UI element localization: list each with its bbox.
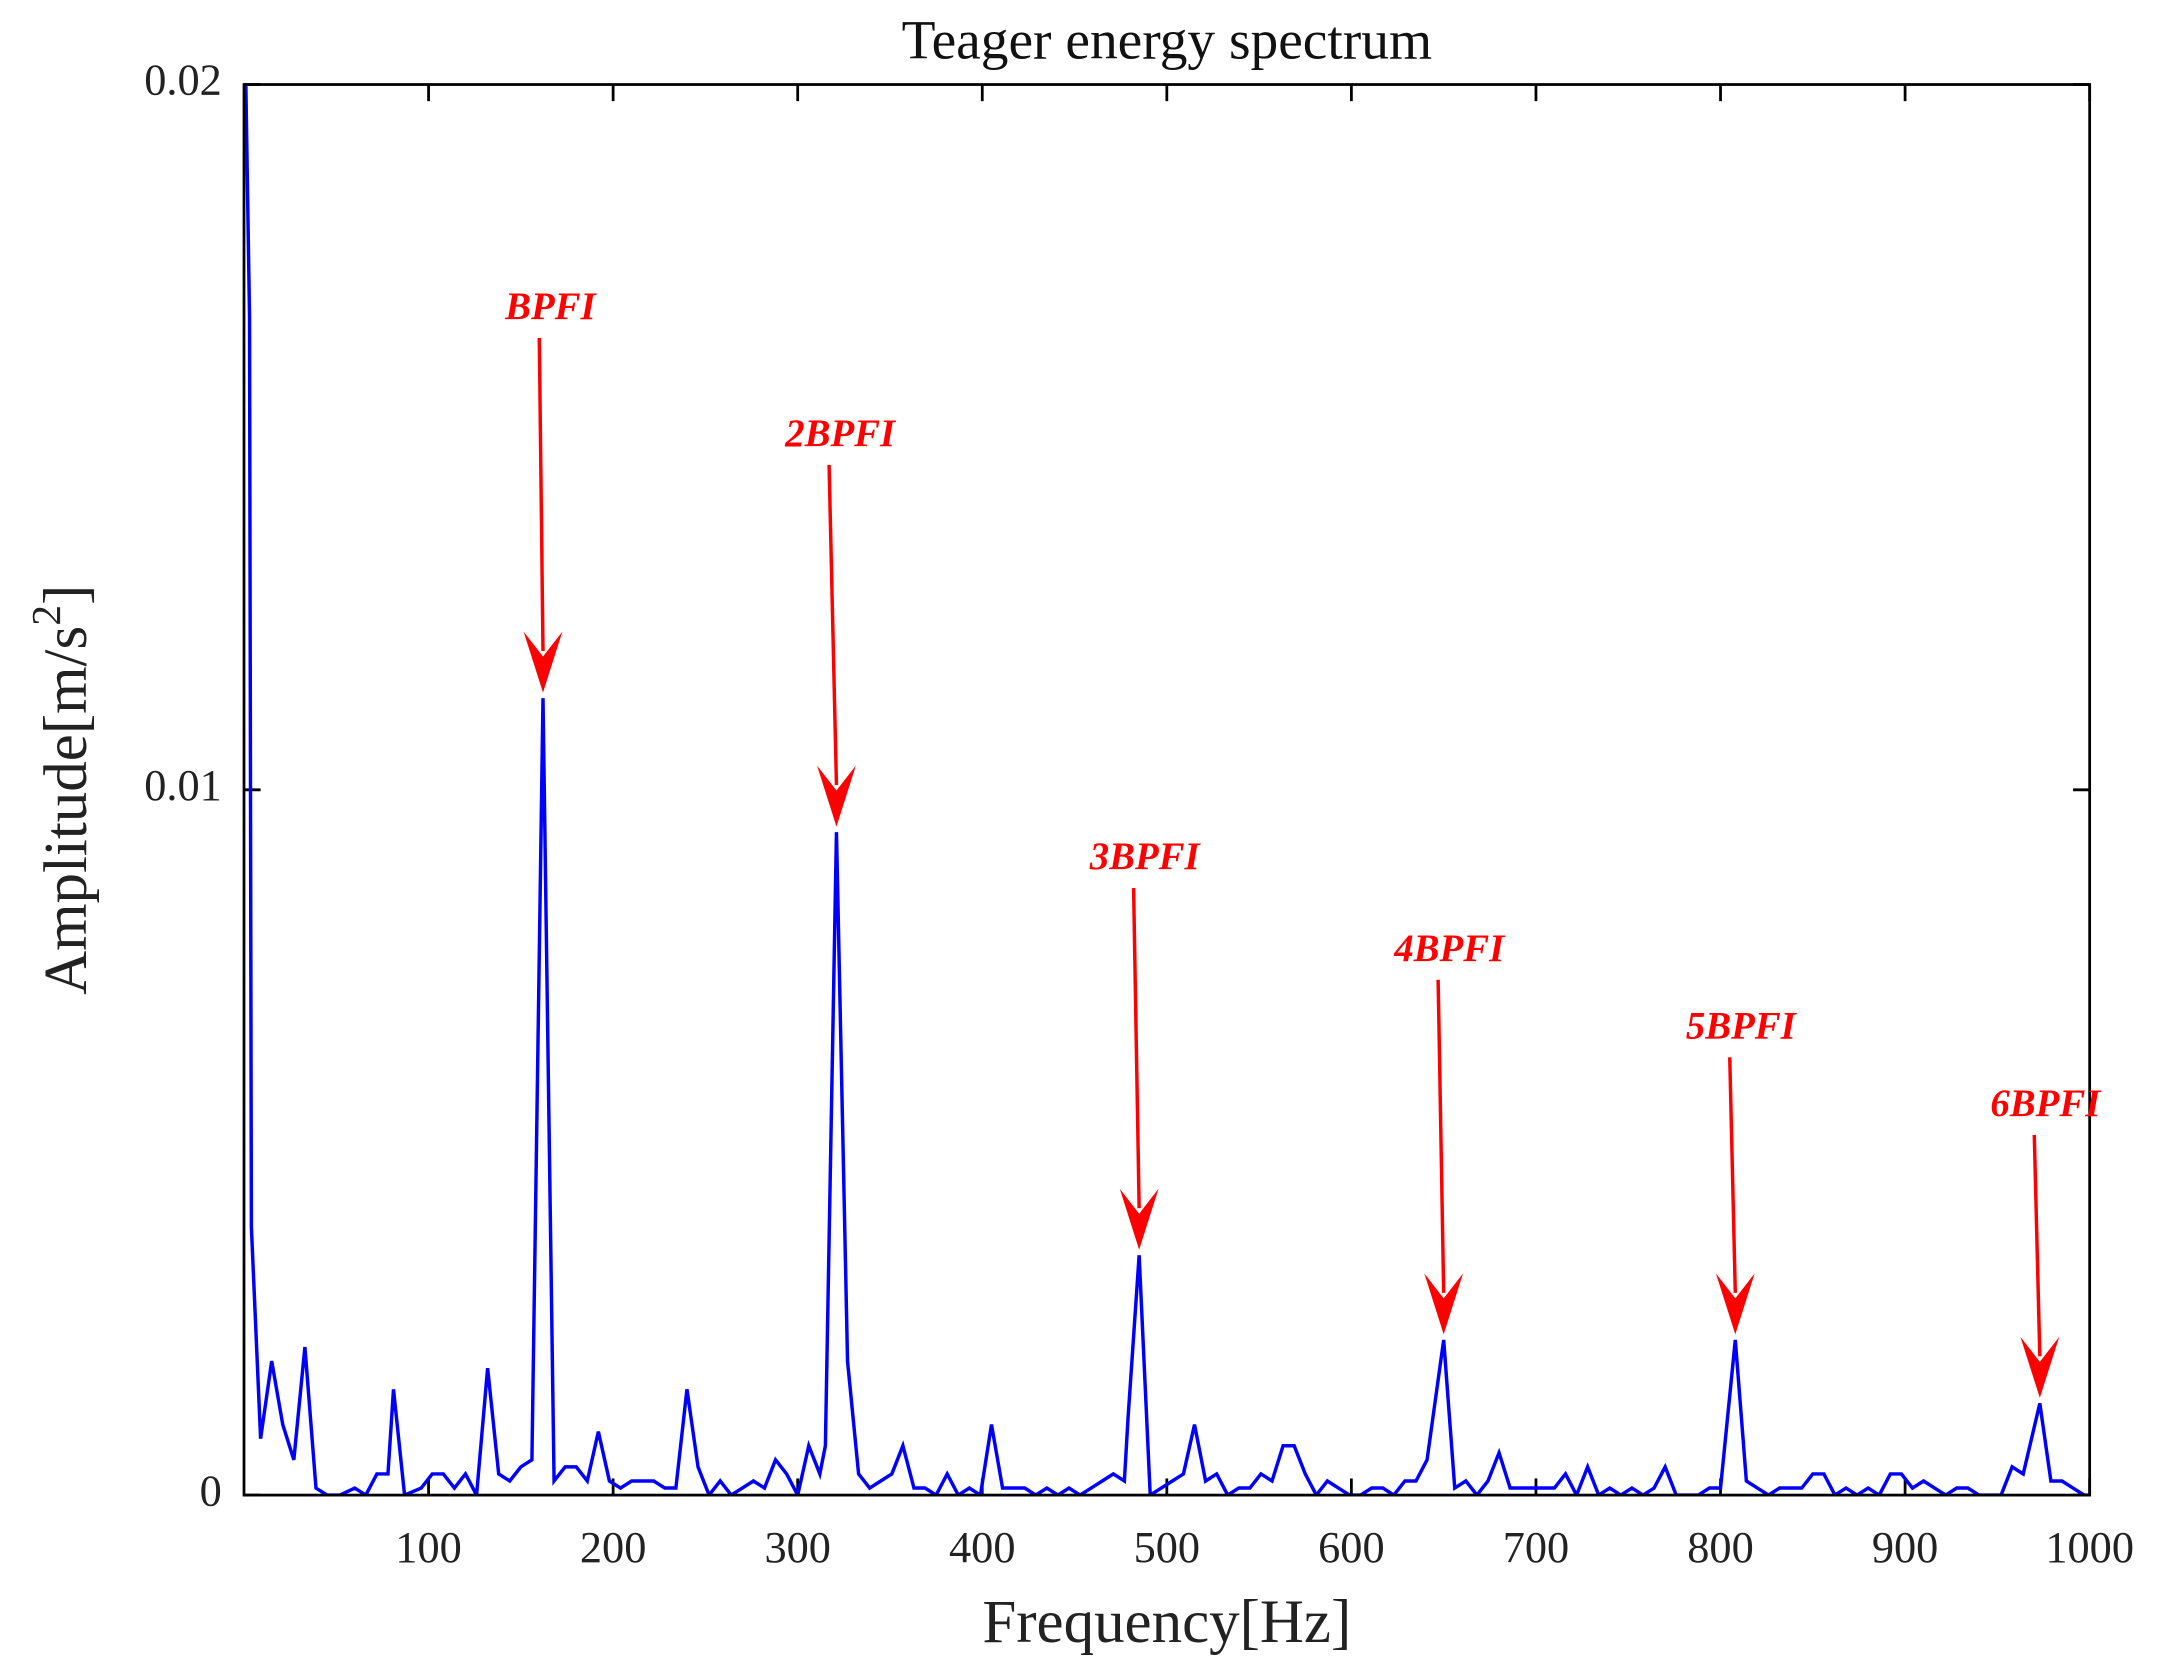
annotation-label: 5BPFI bbox=[1686, 1005, 1798, 1048]
plot-frame bbox=[242, 83, 2092, 1497]
y-axis-label-sup: 2 bbox=[23, 605, 69, 626]
annotation-arrow-head bbox=[2020, 1336, 2060, 1398]
x-tick-label: 700 bbox=[1503, 1522, 1570, 1572]
x-tick-label: 200 bbox=[580, 1522, 647, 1572]
annotation-arrow-shaft bbox=[537, 337, 545, 652]
x-tick-label: 600 bbox=[1318, 1522, 1385, 1572]
x-tick-label: 400 bbox=[949, 1522, 1016, 1572]
data-line bbox=[244, 84, 2090, 1496]
annotation-arrow-shaft bbox=[1436, 979, 1446, 1293]
y-tick-label: 0.01 bbox=[144, 760, 222, 810]
annotation-arrow-head bbox=[1119, 1188, 1159, 1250]
y-axis-label: Amplitude[m/s2] bbox=[23, 585, 101, 995]
annotation-arrow-shaft bbox=[1131, 888, 1141, 1209]
x-tick-label: 500 bbox=[1134, 1522, 1201, 1572]
y-axis-label-end: ] bbox=[33, 585, 100, 605]
y-tick-label: 0 bbox=[200, 1465, 222, 1515]
y-axis-label-main: Amplitude[m/s bbox=[33, 626, 100, 995]
annotation-arrow-shaft bbox=[827, 464, 839, 786]
annotation-label: BPFI bbox=[504, 285, 597, 328]
annotation-arrow-shaft bbox=[1728, 1057, 1738, 1293]
x-axis-label: Frequency[Hz] bbox=[982, 1589, 1351, 1656]
annotation-label: 3BPFI bbox=[1089, 835, 1202, 878]
x-tick-label: 100 bbox=[395, 1522, 462, 1572]
chart-title: Teager energy spectrum bbox=[902, 9, 1432, 70]
annotation-arrow-shaft bbox=[2032, 1134, 2042, 1357]
x-tick-label: 300 bbox=[764, 1522, 831, 1572]
annotation-label: 4BPFI bbox=[1393, 927, 1506, 970]
x-tick-label: 800 bbox=[1687, 1522, 1754, 1572]
x-tick-label: 900 bbox=[1872, 1522, 1939, 1572]
annotation-arrow-head bbox=[1424, 1273, 1464, 1335]
annotation-label: 2BPFI bbox=[784, 412, 897, 455]
x-tick-label: 1000 bbox=[2045, 1522, 2134, 1572]
y-tick-label: 0.02 bbox=[144, 55, 222, 105]
annotation-arrow-head bbox=[817, 765, 856, 827]
annotation-arrow-head bbox=[1715, 1273, 1755, 1335]
annotation-label: 6BPFI bbox=[1990, 1082, 2102, 1125]
annotation-arrow-head bbox=[523, 631, 563, 693]
